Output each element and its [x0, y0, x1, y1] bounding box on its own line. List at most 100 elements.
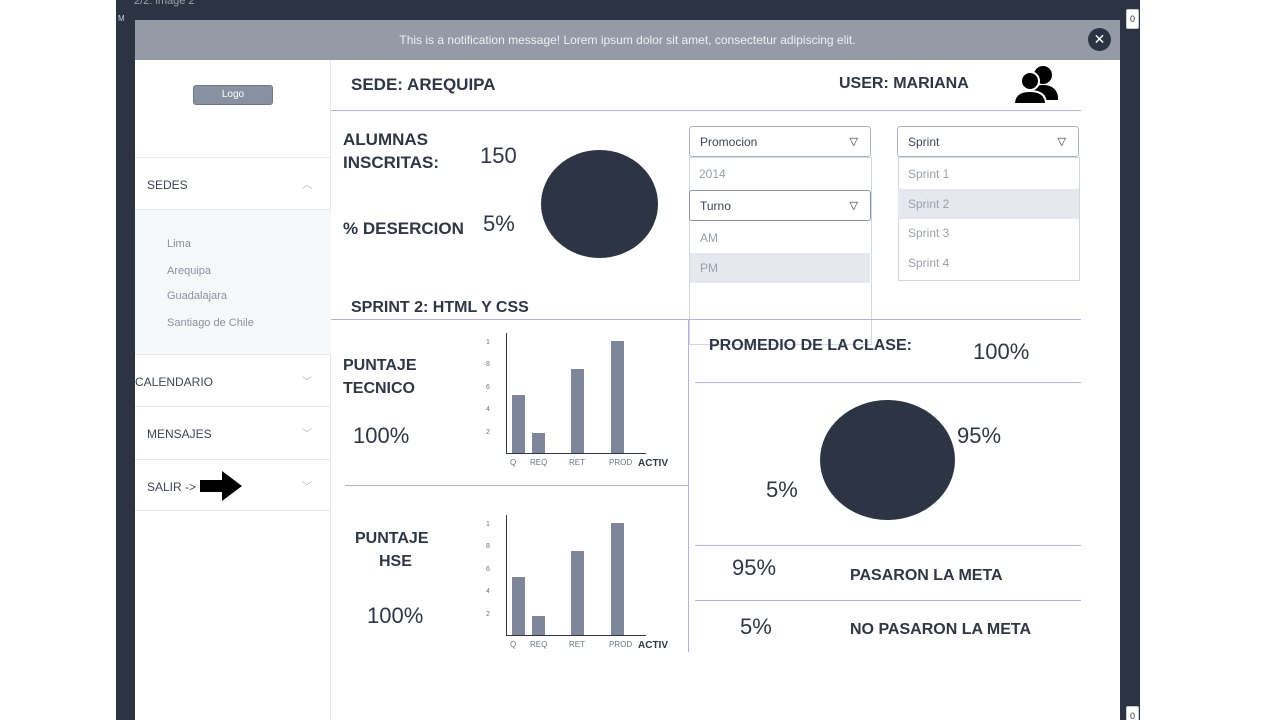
tecnico-label-1: PUNTAJE: [343, 357, 417, 374]
x-tick-label: Q: [510, 640, 517, 649]
y-axis: [506, 333, 507, 453]
resize-handle-top[interactable]: 0: [1126, 9, 1139, 29]
x-tick-label: RET: [569, 458, 585, 467]
tecnico-chart: 1 8 6 4 2 Q REQ RET PROD ACTIV: [482, 333, 672, 473]
x-axis: [506, 453, 646, 454]
promedio-divider: [695, 382, 1081, 383]
promocion-option-2014[interactable]: 2014: [699, 167, 726, 181]
inscritas-label-1: ALUMNAS: [343, 130, 428, 149]
sprint-select-label: Sprint: [908, 135, 940, 149]
promocion-select-label: Promocion: [700, 135, 758, 149]
turno-select[interactable]: Turno ▽: [689, 190, 871, 221]
sidebar-item-sedes[interactable]: SEDES ︿: [135, 157, 331, 209]
window-frame-left: [116, 0, 136, 720]
sede-title: SEDE: AREQUIPA: [351, 75, 496, 94]
sede-item-guadalajara[interactable]: Guadalajara: [167, 290, 227, 302]
y-tick-label: 2: [486, 428, 490, 436]
y-tick-label: 1: [486, 521, 490, 528]
chevron-down-icon: ﹀: [302, 429, 312, 440]
sprint-option-1[interactable]: Sprint 1: [908, 167, 950, 181]
chevron-up-icon: ︿: [302, 180, 312, 191]
meta-pie: [820, 400, 955, 520]
hse-value: 100%: [367, 603, 424, 628]
frame-left-tick: M: [118, 14, 125, 23]
bar: [611, 341, 624, 453]
sede-item-lima[interactable]: Lima: [167, 238, 191, 250]
vertical-divider: [688, 319, 689, 652]
window-frame-right: [1120, 0, 1140, 720]
bar: [532, 615, 545, 635]
users-icon[interactable]: [1012, 64, 1060, 111]
sede-item-arequipa[interactable]: Arequipa: [167, 265, 212, 277]
sprint-option-4[interactable]: Sprint 4: [908, 256, 950, 270]
sidebar-item-label: MENSAJES: [147, 427, 212, 441]
y-tick-label: 6: [486, 383, 490, 391]
sprint-title: SPRINT 2: HTML Y CSS: [351, 299, 529, 316]
turno-select-label: Turno: [700, 199, 731, 213]
chevron-down-icon: ▽: [849, 200, 858, 212]
sidebar-item-mensajes[interactable]: MENSAJES ﹀: [135, 406, 331, 458]
sprint-dropdown-list: [898, 157, 1080, 281]
arrow-right-icon[interactable]: [198, 469, 244, 503]
pie-label-pass: 95%: [957, 423, 1002, 448]
header-divider: [331, 110, 1081, 111]
summary-pie: [541, 150, 658, 258]
bar: [512, 576, 525, 635]
tecnico-divider: [345, 485, 688, 486]
bar: [512, 394, 525, 453]
x-tick-label: PROD: [609, 458, 633, 467]
pie-divider: [695, 545, 1081, 546]
desercion-label: % DESERCION: [343, 219, 464, 238]
sidebar-item-label: CALENDARIO: [135, 375, 214, 389]
window-frame-top: [116, 0, 1140, 20]
desercion-value: 5%: [483, 211, 515, 236]
sede-item-santiago[interactable]: Santiago de Chile: [167, 317, 254, 329]
chevron-down-icon: ﹀: [302, 482, 312, 493]
chevron-down-icon: ▽: [1057, 136, 1066, 148]
bar: [611, 523, 624, 635]
tecnico-value: 100%: [353, 423, 410, 448]
bar: [571, 551, 584, 635]
inscritas-value: 150: [480, 143, 517, 168]
x-tick-label: REQ: [530, 458, 548, 467]
chevron-down-icon: ▽: [849, 136, 858, 148]
bar: [532, 432, 545, 453]
y-tick-label: 8: [486, 543, 490, 551]
sidebar-item-label: SALIR ->: [147, 480, 197, 494]
sprint-option-3[interactable]: Sprint 3: [908, 226, 950, 240]
tecnico-label-2: TECNICO: [343, 380, 415, 397]
promocion-select[interactable]: Promocion ▽: [689, 126, 871, 157]
sprint-option-2[interactable]: Sprint 2: [898, 189, 1079, 219]
x-tick-label: PROD: [609, 640, 633, 649]
sprint-select[interactable]: Sprint ▽: [897, 126, 1079, 157]
sprint-divider: [331, 319, 1081, 320]
sedes-submenu: [135, 209, 331, 354]
hse-label-2: HSE: [379, 553, 412, 570]
y-tick-label: 2: [486, 610, 490, 618]
hse-chart: 1 8 6 4 2 Q REQ RET PROD ACTIV: [482, 515, 672, 655]
pie-label-fail: 5%: [766, 477, 798, 502]
sidebar: [135, 60, 331, 720]
x-axis: [506, 635, 646, 636]
user-label: USER: MARIANA: [839, 75, 969, 92]
promedio-value: 100%: [973, 339, 1030, 364]
turno-option-am[interactable]: AM: [700, 231, 718, 245]
resize-handle-bottom[interactable]: 0: [1126, 706, 1139, 720]
inscritas-label-2: INSCRITAS:: [343, 153, 440, 172]
sidebar-item-label: SEDES: [147, 178, 188, 192]
chevron-down-icon: ﹀: [302, 377, 312, 388]
x-tick-label: Q: [510, 458, 517, 467]
turno-option-pm[interactable]: PM: [690, 253, 870, 283]
logo-button[interactable]: Logo: [193, 85, 273, 105]
sidebar-item-calendario[interactable]: CALENDARIO ﹀: [135, 354, 331, 406]
y-axis: [506, 515, 507, 635]
meta-pass-label: PASARON LA META: [850, 567, 1003, 584]
meta-pass-value: 95%: [732, 555, 777, 580]
close-icon[interactable]: ✕: [1088, 28, 1111, 51]
meta-divider: [695, 600, 1081, 601]
bar: [571, 369, 584, 453]
sidebar-item-salir[interactable]: SALIR -> ﹀: [135, 459, 331, 511]
promedio-label: PROMEDIO DE LA CLASE:: [709, 337, 912, 354]
x-axis-label: ACTIV: [638, 458, 668, 469]
x-axis-label: ACTIV: [638, 640, 668, 651]
